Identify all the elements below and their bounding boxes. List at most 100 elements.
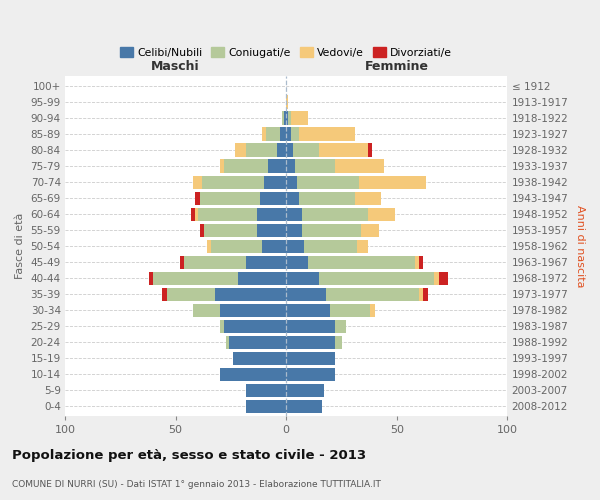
Bar [295, 160, 335, 172]
Bar [439, 272, 448, 285]
Bar [302, 224, 361, 236]
Bar [264, 176, 286, 188]
Bar [196, 208, 198, 220]
Bar [355, 192, 382, 204]
Bar [293, 144, 319, 156]
Bar [184, 256, 247, 269]
Bar [286, 400, 322, 413]
Bar [331, 304, 370, 317]
Bar [235, 144, 247, 156]
Bar [286, 224, 302, 236]
Bar [238, 272, 286, 285]
Bar [359, 176, 425, 188]
Bar [268, 160, 286, 172]
Bar [290, 112, 308, 124]
Bar [286, 384, 324, 397]
Bar [308, 256, 415, 269]
Y-axis label: Fasce di età: Fasce di età [15, 213, 25, 280]
Bar [247, 400, 286, 413]
Bar [319, 272, 434, 285]
Bar [220, 304, 286, 317]
Bar [277, 144, 286, 156]
Bar [361, 224, 379, 236]
Bar [257, 208, 286, 220]
Bar [206, 240, 211, 252]
Bar [167, 288, 215, 301]
Bar [299, 128, 355, 140]
Bar [180, 256, 184, 269]
Y-axis label: Anni di nascita: Anni di nascita [575, 205, 585, 288]
Bar [368, 208, 395, 220]
Bar [257, 224, 286, 236]
Bar [424, 288, 428, 301]
Bar [335, 320, 346, 333]
Bar [200, 224, 205, 236]
Bar [326, 288, 419, 301]
Bar [302, 208, 368, 220]
Bar [284, 112, 286, 124]
Bar [299, 192, 355, 204]
Bar [260, 192, 286, 204]
Bar [211, 240, 262, 252]
Bar [335, 160, 383, 172]
Bar [224, 320, 286, 333]
Bar [154, 272, 238, 285]
Bar [286, 240, 304, 252]
Bar [297, 176, 359, 188]
Bar [220, 368, 286, 381]
Bar [286, 288, 326, 301]
Bar [266, 128, 280, 140]
Bar [193, 304, 220, 317]
Bar [286, 160, 295, 172]
Bar [280, 128, 286, 140]
Bar [224, 160, 268, 172]
Bar [149, 272, 154, 285]
Text: Maschi: Maschi [151, 60, 200, 73]
Bar [286, 208, 302, 220]
Bar [286, 96, 289, 108]
Text: Femmine: Femmine [365, 60, 429, 73]
Bar [289, 112, 290, 124]
Bar [233, 352, 286, 365]
Bar [419, 256, 424, 269]
Text: Popolazione per età, sesso e stato civile - 2013: Popolazione per età, sesso e stato civil… [12, 450, 366, 462]
Bar [262, 128, 266, 140]
Bar [220, 160, 224, 172]
Bar [205, 224, 257, 236]
Bar [220, 320, 224, 333]
Bar [286, 176, 297, 188]
Bar [286, 368, 335, 381]
Bar [286, 320, 335, 333]
Bar [191, 208, 196, 220]
Bar [247, 384, 286, 397]
Bar [198, 208, 257, 220]
Bar [286, 192, 299, 204]
Bar [215, 288, 286, 301]
Bar [419, 288, 424, 301]
Bar [286, 272, 319, 285]
Bar [193, 176, 202, 188]
Bar [202, 176, 264, 188]
Bar [196, 192, 200, 204]
Bar [200, 192, 260, 204]
Legend: Celibi/Nubili, Coniugati/e, Vedovi/e, Divorziati/e: Celibi/Nubili, Coniugati/e, Vedovi/e, Di… [116, 42, 457, 62]
Bar [226, 336, 229, 349]
Bar [368, 144, 373, 156]
Bar [247, 256, 286, 269]
Bar [319, 144, 368, 156]
Bar [286, 112, 289, 124]
Bar [247, 144, 277, 156]
Bar [163, 288, 167, 301]
Bar [286, 256, 308, 269]
Bar [286, 128, 290, 140]
Bar [229, 336, 286, 349]
Bar [290, 128, 299, 140]
Text: COMUNE DI NURRI (SU) - Dati ISTAT 1° gennaio 2013 - Elaborazione TUTTITALIA.IT: COMUNE DI NURRI (SU) - Dati ISTAT 1° gen… [12, 480, 381, 489]
Bar [357, 240, 368, 252]
Bar [434, 272, 439, 285]
Bar [415, 256, 419, 269]
Bar [286, 304, 331, 317]
Bar [286, 336, 335, 349]
Bar [286, 352, 335, 365]
Bar [262, 240, 286, 252]
